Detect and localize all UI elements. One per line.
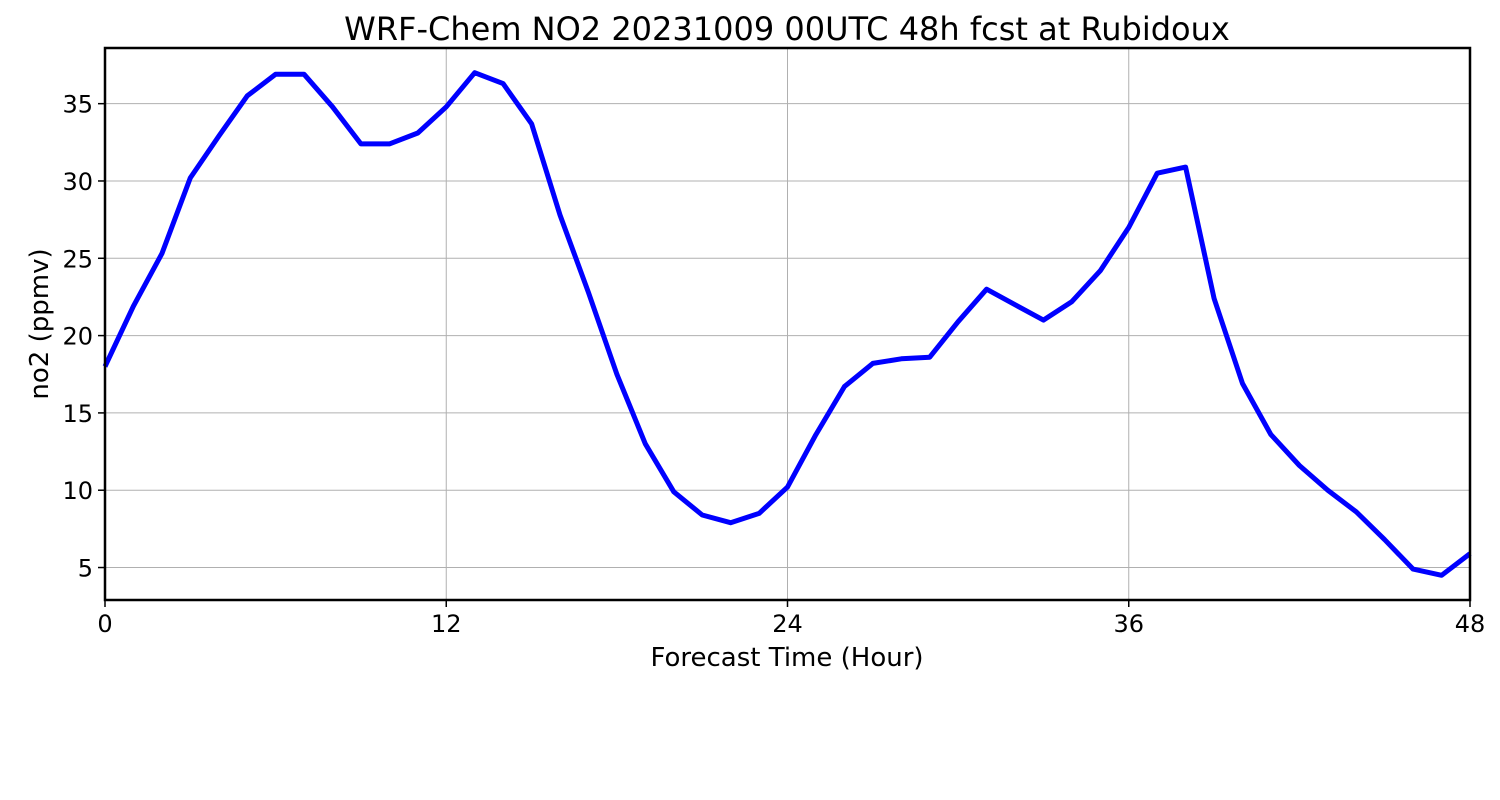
y-tick-label: 10 bbox=[62, 477, 93, 505]
x-tick-label: 0 bbox=[97, 610, 112, 638]
series-line bbox=[102, 70, 1472, 578]
x-axis-label: Forecast Time (Hour) bbox=[650, 643, 923, 673]
x-tick-label: 24 bbox=[772, 610, 803, 638]
y-tick-label: 25 bbox=[62, 245, 93, 273]
x-tick-label: 12 bbox=[431, 610, 462, 638]
y-tick-label: 15 bbox=[62, 400, 93, 428]
y-tick-label: 35 bbox=[62, 91, 93, 119]
series-layer bbox=[102, 70, 1472, 578]
y-tick-label: 30 bbox=[62, 168, 93, 196]
chart-title: WRF-Chem NO2 20231009 00UTC 48h fcst at … bbox=[344, 10, 1230, 48]
x-tick-label: 48 bbox=[1455, 610, 1486, 638]
y-tick-label: 5 bbox=[78, 555, 93, 583]
x-axis-ticks: 0 12 24 36 48 bbox=[97, 600, 1485, 638]
x-tick-label: 36 bbox=[1113, 610, 1144, 638]
y-axis-ticks: 5 10 15 20 25 30 35 bbox=[62, 91, 105, 583]
y-axis-label: no2 (ppmv) bbox=[25, 248, 55, 399]
y-tick-label: 20 bbox=[62, 323, 93, 351]
